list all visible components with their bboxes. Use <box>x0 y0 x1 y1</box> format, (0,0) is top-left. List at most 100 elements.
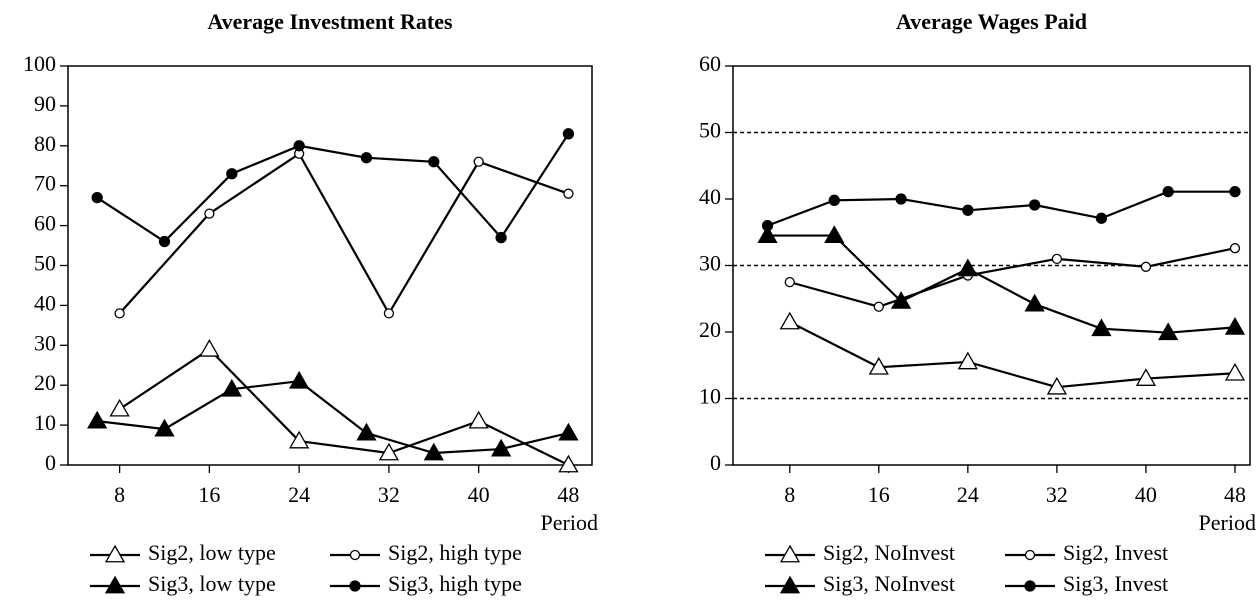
point-marker <box>356 422 377 441</box>
x-tick-label: 40 <box>1135 482 1157 507</box>
y-tick-label: 0 <box>45 450 56 475</box>
point-marker <box>1162 186 1174 198</box>
series-line <box>118 152 569 316</box>
legend-marker <box>104 544 126 563</box>
legend-label: Sig3, NoInvest <box>823 571 955 596</box>
point-marker <box>761 219 774 232</box>
point-marker <box>1046 376 1068 395</box>
x-axis-label: Period <box>1199 510 1256 535</box>
point-marker <box>873 301 884 312</box>
point-marker <box>1051 253 1063 265</box>
point-marker <box>563 188 574 199</box>
point-marker <box>158 235 171 248</box>
point-marker <box>114 308 125 319</box>
x-tick-label: 16 <box>198 482 220 507</box>
point-marker <box>558 454 579 473</box>
series-line <box>767 234 1236 334</box>
chart-title: Average Wages Paid <box>896 9 1087 34</box>
point-marker <box>957 258 978 277</box>
legend-marker <box>349 580 361 592</box>
legend-marker <box>779 575 801 594</box>
legend-marker <box>779 544 801 563</box>
point-marker <box>87 410 108 429</box>
series-line <box>96 133 570 243</box>
x-tick-label: 32 <box>1046 482 1068 507</box>
point-marker <box>562 128 575 140</box>
point-marker <box>824 225 845 243</box>
point-marker <box>1135 368 1157 386</box>
point-marker <box>962 204 974 216</box>
point-marker <box>1024 293 1045 312</box>
point-marker <box>957 351 978 370</box>
legend-label: Sig2, NoInvest <box>823 540 955 565</box>
series-line <box>97 380 569 455</box>
y-tick-label: 40 <box>34 290 56 315</box>
point-marker <box>1095 212 1108 224</box>
point-marker <box>109 398 130 417</box>
series-line <box>789 321 1236 389</box>
x-tick-label: 24 <box>288 482 310 507</box>
series-line <box>767 190 1235 227</box>
y-tick-label: 20 <box>34 370 56 395</box>
legend-label: Sig3, high type <box>388 571 522 596</box>
point-marker <box>154 418 175 437</box>
x-tick-label: 16 <box>868 482 890 507</box>
point-marker <box>383 308 395 319</box>
x-tick-label: 8 <box>784 482 795 507</box>
y-tick-label: 30 <box>699 251 721 276</box>
y-tick-label: 10 <box>34 410 56 435</box>
point-marker <box>1158 322 1179 341</box>
point-marker <box>360 152 373 164</box>
x-tick-label: 8 <box>114 482 125 507</box>
series-line <box>119 347 569 466</box>
point-marker <box>226 168 238 180</box>
point-marker <box>289 370 310 389</box>
point-marker <box>1140 261 1152 272</box>
point-marker <box>423 442 444 461</box>
x-tick-label: 48 <box>557 482 579 507</box>
point-marker <box>868 356 889 375</box>
y-tick-label: 60 <box>699 51 721 76</box>
y-tick-label: 0 <box>710 450 721 475</box>
point-marker <box>890 291 912 309</box>
point-marker <box>1229 186 1241 198</box>
y-tick-label: 40 <box>699 184 721 209</box>
point-marker <box>779 311 800 330</box>
point-marker <box>1028 199 1041 211</box>
point-marker <box>468 410 489 429</box>
point-marker <box>1224 317 1246 335</box>
chart-title: Average Investment Rates <box>207 9 453 34</box>
legend-label: Sig3, low type <box>148 571 276 596</box>
point-marker <box>490 438 512 457</box>
point-marker <box>558 422 579 441</box>
point-marker <box>204 208 215 219</box>
y-tick-label: 100 <box>23 51 56 76</box>
legend-marker <box>1024 580 1036 592</box>
legend-marker <box>1024 549 1036 561</box>
legend-label: Sig2, high type <box>388 540 522 565</box>
x-axis-label: Period <box>541 510 598 535</box>
point-marker <box>784 276 795 288</box>
series-line <box>789 247 1236 308</box>
y-tick-label: 90 <box>34 91 56 116</box>
x-tick-label: 48 <box>1224 482 1246 507</box>
legend-marker <box>104 575 126 594</box>
y-tick-label: 10 <box>699 384 721 409</box>
point-marker <box>495 231 507 244</box>
point-marker <box>293 140 305 152</box>
x-tick-label: 24 <box>957 482 979 507</box>
point-marker <box>895 193 907 205</box>
y-tick-label: 80 <box>34 131 56 156</box>
point-marker <box>289 430 310 449</box>
point-marker <box>91 192 103 204</box>
y-tick-label: 50 <box>699 118 721 143</box>
x-tick-label: 32 <box>378 482 400 507</box>
y-tick-label: 70 <box>34 171 56 196</box>
y-tick-label: 60 <box>34 211 56 236</box>
point-marker <box>828 194 840 206</box>
point-marker <box>1224 362 1246 381</box>
y-tick-label: 50 <box>34 251 56 276</box>
point-marker <box>1091 318 1112 337</box>
legend-marker <box>349 549 361 561</box>
